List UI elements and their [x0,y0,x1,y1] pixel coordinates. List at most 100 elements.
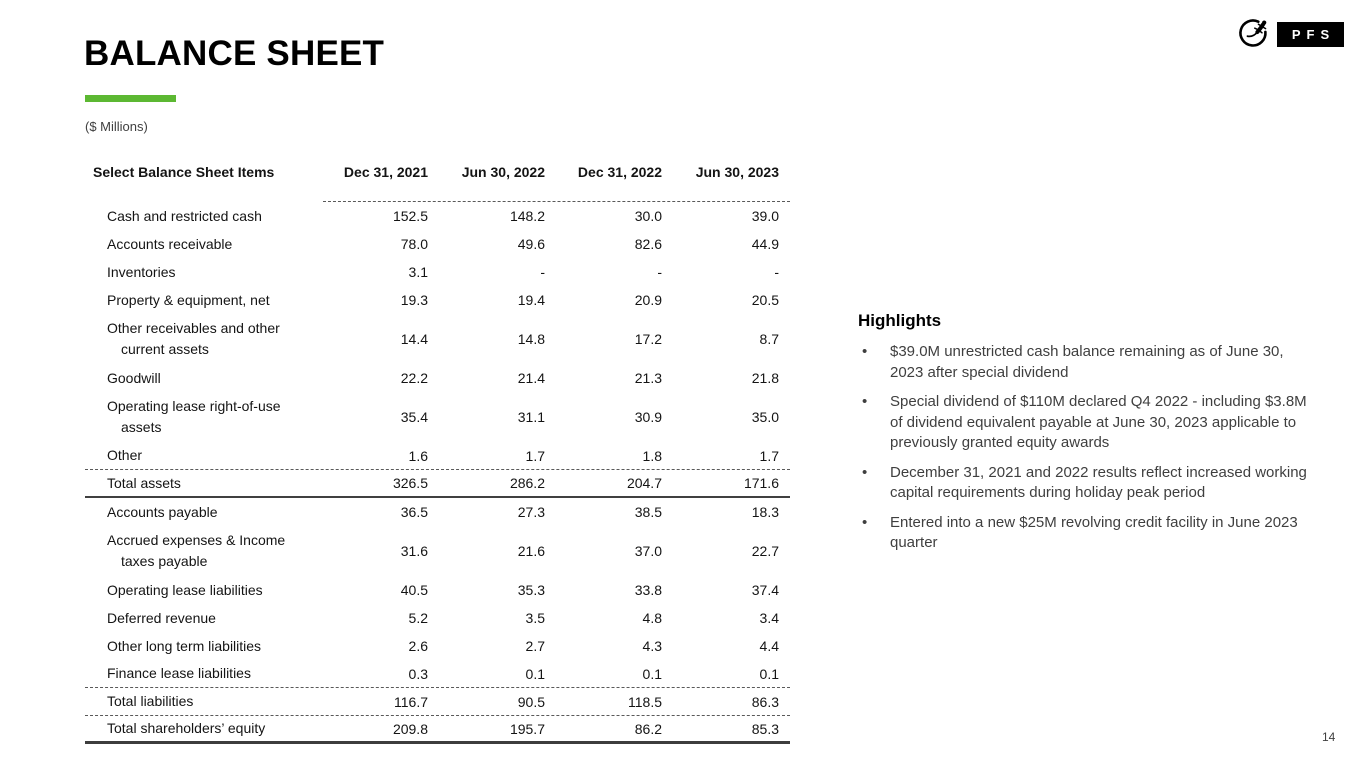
table-body: Cash and restricted cash 152.5 148.2 30.0 39… [85,202,790,744]
value-cell: 39.0 [751,208,779,224]
value-cell: 22.7 [751,543,779,559]
row-label: Other long term liabilities [107,637,262,654]
bullet-icon: • [862,343,868,360]
value-cell: 152.5 [392,208,428,224]
value-cell: 44.9 [751,236,779,252]
row-label: Cash and restricted cash [107,207,262,224]
value-cell: 1.7 [759,447,779,464]
highlight-bullet: • $39.0M unrestricted cash balance remain… [858,342,1320,383]
value-cell: 21.8 [751,370,779,386]
table-row: Other 1.6 1.7 1.8 1.7 [85,442,790,470]
value-cell: 36.5 [400,504,428,520]
value-cell: 0.1 [525,665,545,682]
row-label: Total liabilities [107,693,194,709]
table-row: Goodwill 22.2 21.4 21.3 21.8 [85,364,790,392]
gecko-circle-icon [1239,19,1267,47]
value-cell: 85.3 [751,720,779,737]
table-header-label: Select Balance Sheet Items [93,164,275,180]
row-label: Total shareholders’ equity [107,720,266,736]
value-cell: 5.2 [408,610,428,626]
value-cell: 90.5 [517,693,545,710]
value-cell: 21.4 [517,370,545,386]
value-cell: 3.5 [525,610,545,626]
table-header-row: Select Balance Sheet Items Dec 31, 2021 J… [85,157,790,187]
bullet-text: December 31, 2021 and 2022 results refle… [890,463,1307,502]
value-cell: - [774,264,779,280]
value-cell: 27.3 [517,504,545,520]
table-row: Inventories 3.1 - - - [85,258,790,286]
row-label: Accounts payable [107,503,218,520]
row-label: Other receivables and other current asset… [107,320,280,357]
table-row: Other receivables and other current asset… [85,314,790,364]
row-label: Deferred revenue [107,609,216,626]
value-cell: 31.1 [517,409,545,425]
value-cell: 35.4 [400,409,428,425]
units-label: ($ Millions) [85,119,148,134]
value-cell: 40.5 [400,582,428,598]
row-label: Finance lease liabilities [107,665,251,681]
table-row: Cash and restricted cash 152.5 148.2 30.0 39… [85,202,790,230]
value-cell: 78.0 [400,236,428,252]
value-cell: 116.7 [394,693,428,710]
value-cell: 35.0 [751,409,779,425]
company-logo: PFS [1234,13,1344,53]
highlight-bullet: • Special dividend of $110M declared Q4 2… [858,392,1320,454]
value-cell: 35.3 [517,582,545,598]
row-label: Other [107,447,143,463]
table-row: Property & equipment, net 19.3 19.4 20.9 20.… [85,286,790,314]
value-cell: 30.9 [634,409,662,425]
value-cell: - [657,264,662,280]
table-row: Operating lease right-of-use assets 35.4 31… [85,392,790,442]
value-cell: 8.7 [759,331,779,347]
value-cell: 1.7 [525,447,545,464]
table-row: Accounts receivable 78.0 49.6 82.6 44.9 [85,230,790,258]
highlights-list: • $39.0M unrestricted cash balance remain… [858,342,1320,554]
row-label: Inventories [107,263,176,280]
value-cell: 286.2 [509,475,545,491]
table-row: Operating lease liabilities 40.5 35.3 33.8 3… [85,576,790,604]
column-header: Dec 31, 2021 [343,164,428,180]
bullet-icon: • [862,393,868,410]
value-cell: 4.3 [642,638,662,654]
highlights-title: Highlights [858,311,942,330]
table-row: Accrued expenses & Income taxes payable 31… [85,526,790,576]
value-cell: 118.5 [628,693,662,710]
value-cell: 30.0 [634,208,662,224]
row-label: Property & equipment, net [107,291,270,308]
value-cell: 86.2 [634,720,662,737]
header-divider [323,187,790,202]
row-label: Total assets [107,474,181,491]
value-cell: 22.2 [400,370,428,386]
value-cell: - [540,264,545,280]
highlight-bullet: • Entered into a new $25M revolving credi… [858,513,1320,554]
column-header: Jun 30, 2023 [695,164,779,180]
table-row: Deferred revenue 5.2 3.5 4.8 3.4 [85,604,790,632]
value-cell: 4.8 [642,610,662,626]
value-cell: 37.0 [634,543,662,559]
value-cell: 19.3 [400,292,428,308]
bullet-icon: • [862,463,868,481]
value-cell: 82.6 [634,236,662,252]
table-row: Finance lease liabilities 0.3 0.1 0.1 0.1 [85,660,790,688]
table-row: Other long term liabilities 2.6 2.7 4.3 4.4 [85,632,790,660]
value-cell: 1.6 [408,447,428,464]
value-cell: 195.7 [509,720,545,737]
value-cell: 86.3 [751,693,779,710]
value-cell: 49.6 [517,236,545,252]
value-cell: 19.4 [517,292,545,308]
value-cell: 20.9 [634,292,662,308]
bullet-text: Special dividend of $110M declared Q4 20… [890,393,1307,451]
row-label: Accrued expenses & Income taxes payable [107,532,286,569]
value-cell: 20.5 [751,292,779,308]
row-label: Operating lease right-of-use assets [107,398,281,435]
row-label: Goodwill [107,369,161,386]
value-cell: 14.8 [517,331,545,347]
value-cell: 14.4 [400,331,428,347]
value-cell: 204.7 [626,475,662,491]
value-cell: 38.5 [634,504,662,520]
column-header: Dec 31, 2022 [577,164,662,180]
table-row: Total assets 326.5 286.2 204.7 171.6 [85,470,790,498]
value-cell: 21.3 [634,370,662,386]
value-cell: 0.1 [642,665,662,682]
